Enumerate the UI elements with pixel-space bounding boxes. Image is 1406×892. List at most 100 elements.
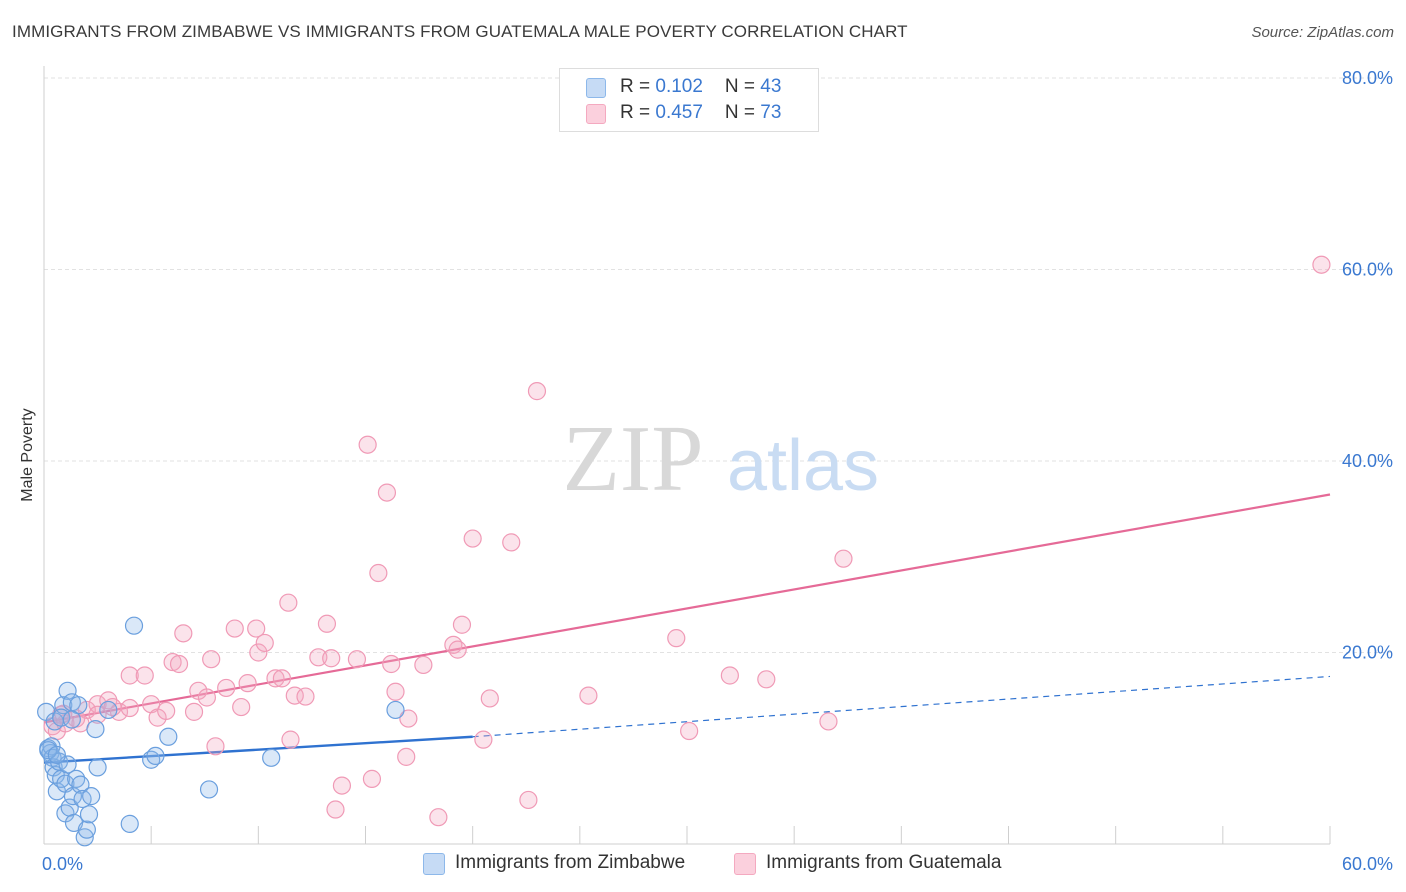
legend-r-label: R = [620,76,656,97]
guatemala-point [281,730,300,749]
guatemala-point [296,687,315,706]
guatemala-point [184,702,204,721]
watermark-atlas: atlas [727,426,879,506]
zimbabwe-point [86,719,105,739]
guatemala-point [399,709,418,728]
guatemala-point [757,670,776,689]
guatemala-point [667,629,686,648]
guatemala-point [502,533,521,552]
legend-swatch-zimbabwe [423,853,445,875]
guatemala-point [88,705,107,724]
guatemala-point [317,614,337,633]
zimbabwe-point [88,758,107,777]
y-axis-label: Male Poverty [19,408,36,502]
guatemala-point [1312,255,1331,274]
guatemala-point [332,776,352,795]
zimbabwe-point [199,780,219,799]
guatemala-point [225,619,244,638]
guatemala-point [369,563,388,583]
zimbabwe-point [58,681,77,700]
guatemala-point [217,678,236,698]
guatemala-point [527,382,547,401]
zimbabwe-point [71,775,90,794]
y-tick-label: 40.0% [1342,451,1393,471]
guatemala-point [120,666,139,685]
guatemala-point [206,737,225,756]
legend-n-value: 73 [760,102,782,123]
zimbabwe-point [386,700,405,720]
guatemala-point [120,698,139,718]
guatemala-point [347,650,367,669]
guatemala-point [819,712,838,731]
zimbabwe-point [124,616,144,635]
guatemala-point [309,648,328,667]
guatemala-point [197,688,216,707]
legend-swatch-guatemala [734,853,756,875]
guatemala-point [247,619,266,638]
zimbabwe-point [146,746,165,766]
legend-r-value: 0.457 [655,102,703,123]
zimbabwe-point [262,748,281,767]
guatemala-point [386,682,405,701]
guatemala-point [429,808,448,827]
guatemala-point [169,654,189,674]
zimbabwe-points [37,616,405,847]
guatemala-point [255,633,274,653]
guatemala-point [202,650,221,669]
series-legend: Immigrants from Zimbabwe Immigrants from… [0,851,1406,877]
guatemala-point [680,721,699,741]
guatemala-point [163,652,182,672]
correlation-legend: R = 0.102 N = 43 R = 0.457 N = 73 [559,68,819,132]
guatemala-point [88,695,107,714]
chart-title: IMMIGRANTS FROM ZIMBABWE VS IMMIGRANTS F… [12,22,908,41]
y-tick-label: 60.0% [1342,260,1393,280]
zimbabwe-point [62,710,81,729]
guatemala-point [174,624,193,643]
watermark: ZIP atlas [563,407,880,511]
source-label: Source: ZipAtlas.com [1251,24,1394,41]
guatemala-point [474,730,493,749]
guatemala-point [720,666,739,685]
zimbabwe-point [120,814,139,833]
guatemala-point [579,686,598,705]
tick-labels: 20.0% 40.0% 60.0% 80.0% 0.0% 60.0% [42,68,1393,874]
guatemala-point [232,697,251,717]
legend-swatch-zimbabwe [586,78,606,98]
trend-lines [43,493,1331,764]
legend-label-guatemala: Immigrants from Guatemala [766,852,1002,873]
guatemala-point [519,790,538,810]
x-tick-label: 0.0% [42,854,83,874]
guatemala-point [834,549,853,568]
zimbabwe-trend-line [43,735,473,764]
legend-r-value: 0.102 [655,76,703,97]
zimbabwe-point [159,727,178,746]
guatemala-point [362,769,382,788]
y-tick-label: 80.0% [1342,68,1393,88]
axes [43,66,1331,845]
guatemala-point [397,747,416,766]
guatemala-point [322,649,341,668]
legend-n-label: N = [724,76,761,97]
legend-swatch-guatemala [586,104,606,124]
zimbabwe-point [47,745,66,765]
x-tick-label: 60.0% [1342,854,1393,874]
guatemala-point [157,701,176,721]
guatemala-point [135,666,154,685]
guatemala-point [326,800,345,819]
guatemala-point [279,593,298,612]
guatemala-point [249,643,268,662]
zimbabwe-point [79,805,99,824]
guatemala-point [463,529,482,548]
guatemala-point [448,640,467,659]
zimbabwe-point [39,741,58,760]
legend-n-value: 43 [760,76,782,97]
zimbabwe-point [82,787,101,806]
legend-label-zimbabwe: Immigrants from Zimbabwe [455,852,686,873]
guatemala-point [358,435,377,454]
guatemala-point [272,669,292,688]
y-tick-label: 20.0% [1342,643,1393,663]
guatemala-point [377,483,397,502]
legend-n-label: N = [724,102,761,123]
guatemala-point [480,689,499,708]
